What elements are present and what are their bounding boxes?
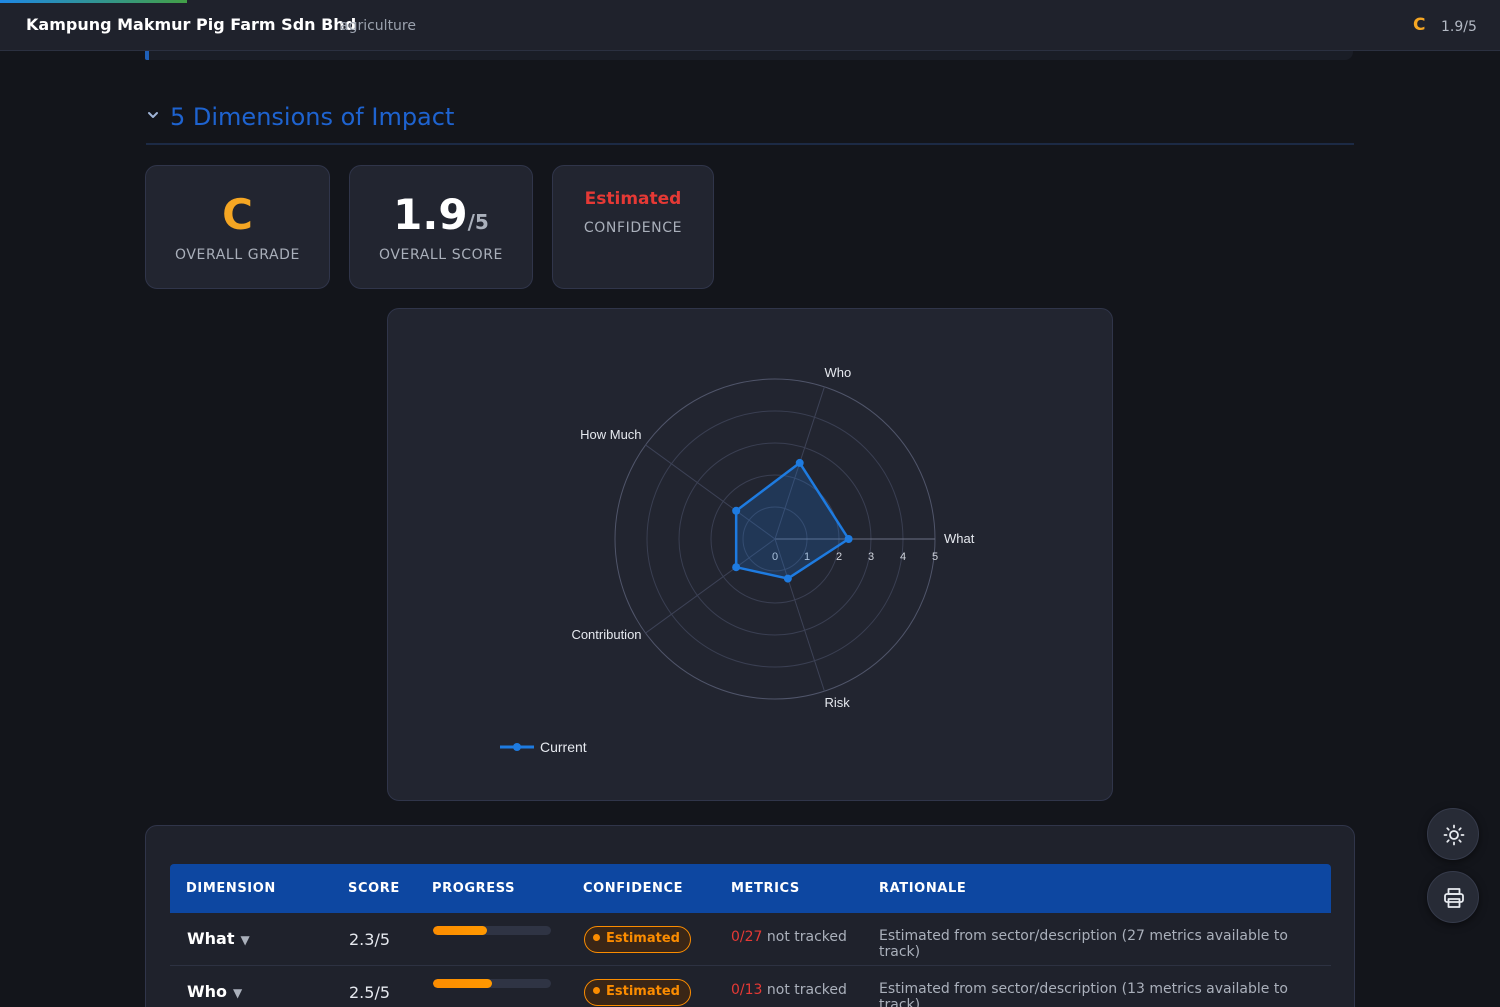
chevron-down-icon[interactable] <box>146 108 160 122</box>
confidence-card: Estimated CONFIDENCE <box>552 165 714 289</box>
radar-spoke <box>645 444 776 540</box>
company-name: Kampung Makmur Pig Farm Sdn Bhd <box>26 15 357 34</box>
progress-accent <box>0 0 187 3</box>
progress-bar <box>433 926 551 935</box>
section-title: 5 Dimensions of Impact <box>170 103 455 131</box>
dimension-name[interactable]: Who ▼ <box>187 982 243 1001</box>
confidence-badge: Estimated <box>584 926 691 953</box>
rationale-text: Estimated from sector/description (13 me… <box>879 981 1288 1007</box>
header-score: 1.9/5 <box>1441 19 1477 35</box>
radar-axis-label: What <box>944 531 975 546</box>
radar-data-point <box>844 535 853 543</box>
radar-chart-card: 0 1 2 3 4 5 What Who How Much Contribution Risk Cur… <box>387 308 1113 801</box>
progress-fill <box>433 926 488 935</box>
overall-grade-card: C OVERALL GRADE <box>145 165 330 289</box>
status-dot-icon <box>593 934 600 941</box>
previous-section-edge <box>145 51 1353 60</box>
radar-data-point <box>783 574 792 583</box>
overall-grade-label: OVERALL GRADE <box>175 247 300 263</box>
dimension-score: 2.5/5 <box>349 983 391 1002</box>
header-grade: C <box>1413 15 1426 35</box>
header-confidence: CONFIDENCE <box>583 881 684 896</box>
radar-data-point <box>795 458 804 467</box>
score-number: 1.9 <box>393 190 468 239</box>
radar-chart: 0 1 2 3 4 5 What Who How Much Contribution Risk Cur… <box>500 365 975 755</box>
radar-tick-label: 2 <box>836 551 842 563</box>
radar-data-point <box>732 506 741 515</box>
dimension-score: 2.3/5 <box>349 930 391 949</box>
expand-icon[interactable]: ▼ <box>233 986 243 1000</box>
confidence-label: CONFIDENCE <box>583 220 683 236</box>
confidence-badge: Estimated <box>584 979 691 1006</box>
sector-label: agriculture <box>340 18 416 34</box>
radar-axis-label: Contribution <box>571 627 641 642</box>
radar-data-point <box>732 563 741 572</box>
table-row[interactable]: Who ▼ 2.5/5 Estimated 0/13 not tracked Es… <box>170 966 1331 1007</box>
dimension-name[interactable]: What ▼ <box>187 929 250 948</box>
expand-icon[interactable]: ▼ <box>240 933 250 947</box>
radar-tick-label: 3 <box>868 551 874 563</box>
radar-axis-label: Risk <box>824 695 850 710</box>
overall-score-label: OVERALL SCORE <box>378 247 504 263</box>
legend-marker <box>513 743 521 751</box>
radar-spoke <box>645 538 776 634</box>
printer-icon <box>1444 888 1464 908</box>
metrics-status: 0/27 not tracked <box>731 929 847 945</box>
theme-toggle-button[interactable] <box>1427 808 1479 860</box>
radar-axis-label: How Much <box>580 427 641 442</box>
dimensions-table: DIMENSION SCORE PROGRESS CONFIDENCE METR… <box>145 825 1355 1007</box>
top-bar: Kampung Makmur Pig Farm Sdn Bhd agricult… <box>0 0 1500 51</box>
progress-bar <box>433 979 551 988</box>
radar-spoke <box>774 538 825 692</box>
radar-tick-label: 5 <box>932 551 938 563</box>
table-header: DIMENSION SCORE PROGRESS CONFIDENCE METR… <box>170 864 1331 913</box>
header-metrics: METRICS <box>731 881 800 896</box>
radar-tick-label: 4 <box>900 551 906 563</box>
legend-label: Current <box>540 739 587 755</box>
radar-axis-label: Who <box>824 365 851 380</box>
overall-score-value: 1.9/5 <box>350 190 532 239</box>
header-progress: PROGRESS <box>432 881 516 896</box>
radar-tick-label: 0 <box>772 551 778 563</box>
header-dimension: DIMENSION <box>186 881 276 896</box>
print-button[interactable] <box>1427 871 1479 923</box>
radar-series-area <box>734 461 850 580</box>
overall-grade-value: C <box>222 190 253 239</box>
sun-icon <box>1443 824 1465 846</box>
section-header[interactable]: 5 Dimensions of Impact <box>146 100 1354 145</box>
score-denominator: /5 <box>467 210 489 234</box>
header-rationale: RATIONALE <box>879 881 967 896</box>
progress-fill <box>433 979 492 988</box>
confidence-value: Estimated <box>584 189 682 209</box>
metrics-status: 0/13 not tracked <box>731 982 847 998</box>
rationale-text: Estimated from sector/description (27 me… <box>879 928 1288 960</box>
header-score: SCORE <box>348 881 400 896</box>
overall-score-card: 1.9/5 OVERALL SCORE <box>349 165 533 289</box>
radar-tick-label: 1 <box>804 551 810 563</box>
table-row[interactable]: What ▼ 2.3/5 Estimated 0/27 not tracked E… <box>170 913 1331 966</box>
status-dot-icon <box>593 987 600 994</box>
